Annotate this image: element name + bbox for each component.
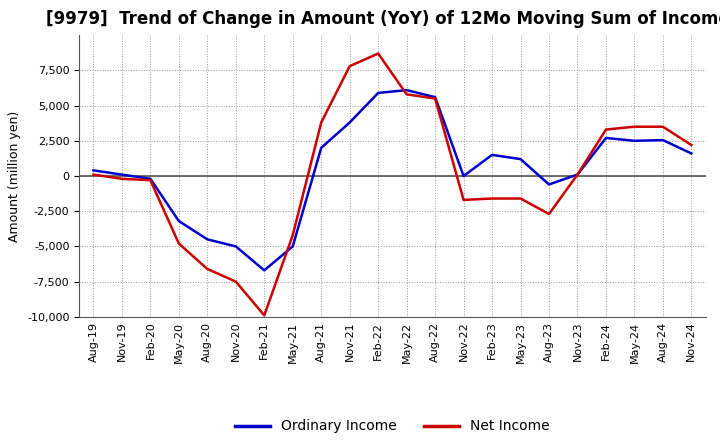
Ordinary Income bbox=[402, 88, 411, 93]
Net Income bbox=[146, 178, 155, 183]
Ordinary Income bbox=[516, 157, 525, 162]
Ordinary Income bbox=[659, 137, 667, 143]
Ordinary Income bbox=[117, 172, 126, 177]
Net Income bbox=[602, 127, 611, 132]
Net Income bbox=[659, 124, 667, 129]
Net Income bbox=[431, 96, 439, 101]
Ordinary Income bbox=[260, 268, 269, 273]
Title: [9979]  Trend of Change in Amount (YoY) of 12Mo Moving Sum of Incomes: [9979] Trend of Change in Amount (YoY) o… bbox=[45, 10, 720, 28]
Ordinary Income bbox=[545, 182, 554, 187]
Ordinary Income bbox=[459, 173, 468, 179]
Net Income bbox=[346, 63, 354, 69]
Ordinary Income bbox=[602, 136, 611, 141]
Net Income bbox=[174, 241, 183, 246]
Net Income bbox=[117, 176, 126, 181]
Ordinary Income bbox=[146, 176, 155, 181]
Net Income bbox=[545, 211, 554, 216]
Net Income bbox=[630, 124, 639, 129]
Net Income bbox=[260, 313, 269, 318]
Line: Net Income: Net Income bbox=[94, 54, 691, 315]
Ordinary Income bbox=[431, 95, 439, 100]
Line: Ordinary Income: Ordinary Income bbox=[94, 90, 691, 270]
Ordinary Income bbox=[89, 168, 98, 173]
Net Income bbox=[687, 143, 696, 148]
Ordinary Income bbox=[317, 145, 325, 150]
Legend: Ordinary Income, Net Income: Ordinary Income, Net Income bbox=[230, 414, 555, 439]
Ordinary Income bbox=[687, 151, 696, 156]
Ordinary Income bbox=[374, 90, 382, 95]
Net Income bbox=[89, 172, 98, 177]
Ordinary Income bbox=[289, 244, 297, 249]
Net Income bbox=[374, 51, 382, 56]
Net Income bbox=[402, 92, 411, 97]
Net Income bbox=[573, 172, 582, 177]
Net Income bbox=[487, 196, 496, 201]
Net Income bbox=[232, 279, 240, 284]
Ordinary Income bbox=[174, 218, 183, 224]
Ordinary Income bbox=[203, 237, 212, 242]
Net Income bbox=[516, 196, 525, 201]
Ordinary Income bbox=[573, 172, 582, 177]
Ordinary Income bbox=[232, 244, 240, 249]
Ordinary Income bbox=[487, 152, 496, 158]
Y-axis label: Amount (million yen): Amount (million yen) bbox=[9, 110, 22, 242]
Net Income bbox=[459, 197, 468, 202]
Net Income bbox=[203, 266, 212, 271]
Ordinary Income bbox=[630, 138, 639, 143]
Net Income bbox=[317, 120, 325, 125]
Ordinary Income bbox=[346, 120, 354, 125]
Net Income bbox=[289, 232, 297, 238]
